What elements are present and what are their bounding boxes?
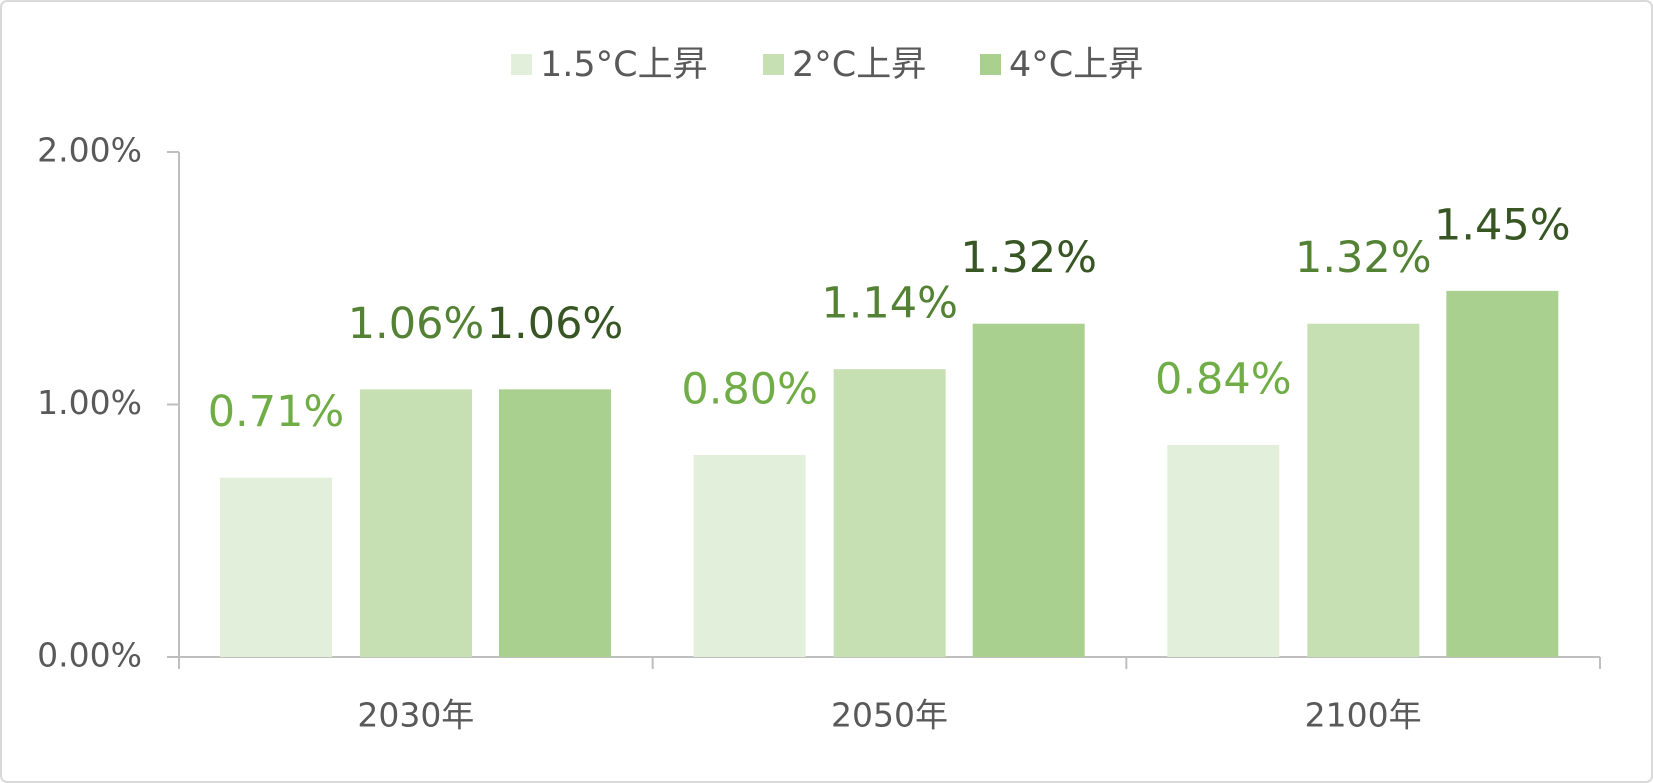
legend-label: 4°C上昇 — [1009, 45, 1143, 85]
value-label: 0.80% — [681, 365, 818, 415]
bar — [833, 369, 946, 657]
value-label: 1.06% — [348, 299, 485, 349]
bar — [1307, 323, 1420, 657]
bar — [1167, 444, 1280, 657]
x-tick-label: 2050年 — [831, 696, 948, 735]
value-label: 1.32% — [960, 233, 1097, 283]
legend-swatch — [980, 54, 1001, 75]
bar — [499, 389, 611, 657]
value-label: 0.84% — [1155, 354, 1292, 404]
x-tick-label: 2030年 — [357, 696, 474, 735]
bar — [220, 477, 332, 657]
y-tick-label: 1.00% — [37, 383, 142, 422]
y-tick-label: 0.00% — [37, 636, 142, 675]
legend-label: 1.5°C上昇 — [540, 45, 708, 85]
legend-swatch — [511, 54, 532, 75]
bar — [972, 323, 1085, 657]
x-tick-label: 2100年 — [1305, 696, 1422, 735]
legend-label: 2°C上昇 — [792, 45, 926, 85]
bar — [693, 455, 806, 657]
value-label: 1.45% — [1434, 200, 1571, 250]
value-label: 1.32% — [1295, 233, 1432, 283]
value-label: 1.14% — [821, 279, 958, 329]
value-label: 0.71% — [208, 387, 345, 437]
value-label: 1.06% — [487, 299, 624, 349]
bar — [1446, 290, 1559, 657]
legend-swatch — [763, 54, 784, 75]
y-tick-label: 2.00% — [37, 131, 142, 170]
bar — [360, 389, 472, 657]
